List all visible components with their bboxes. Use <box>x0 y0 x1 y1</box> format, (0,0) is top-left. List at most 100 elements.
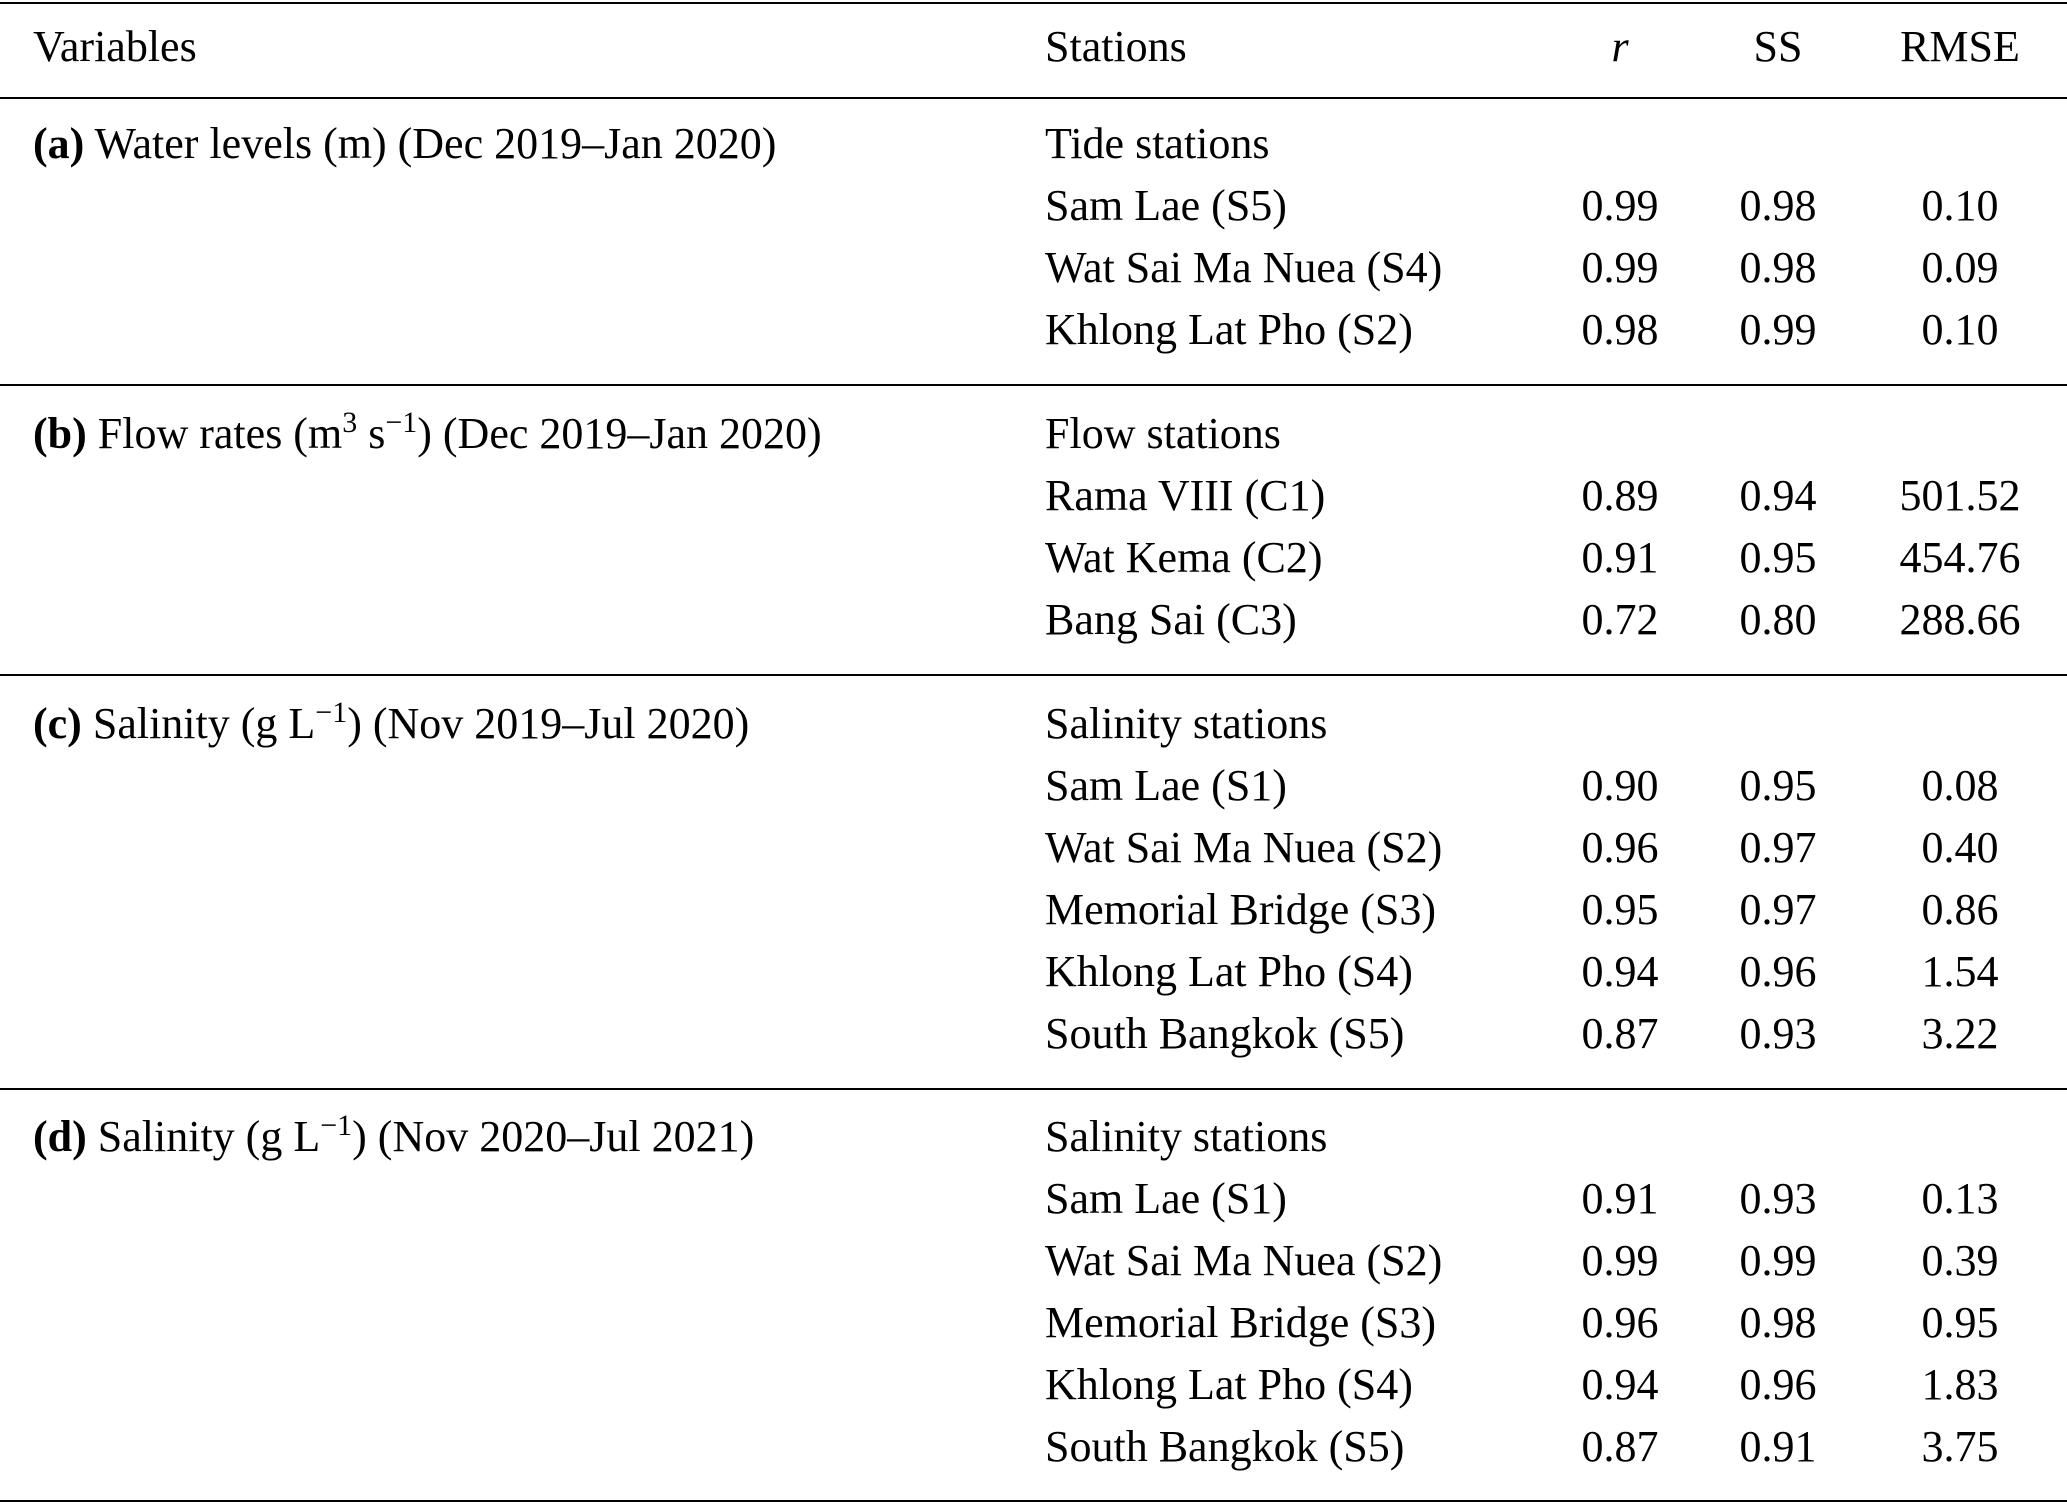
header-rule <box>0 97 2067 99</box>
rmse-value: 454.76 <box>1899 533 2021 582</box>
section-a-letter: (a) <box>33 119 85 168</box>
ss-value: 0.95 <box>1739 761 1817 810</box>
table-row: Khlong Lat Pho (S2) 0.98 0.99 0.10 <box>0 299 2067 361</box>
table-row: Wat Sai Ma Nuea (S2) 0.96 0.97 0.40 <box>0 817 2067 879</box>
ss-value: 0.98 <box>1739 1298 1817 1347</box>
station-name: Wat Sai Ma Nuea (S2) <box>1045 823 1443 872</box>
table-row: Khlong Lat Pho (S4) 0.94 0.96 1.83 <box>0 1354 2067 1416</box>
section-b-group-row: (b) Flow rates (m3 s−1) (Dec 2019–Jan 20… <box>0 403 2067 465</box>
r-value: 0.99 <box>1581 1236 1659 1285</box>
section-c-variable-text: Salinity (g L <box>81 699 316 748</box>
ss-value: 0.93 <box>1739 1009 1817 1058</box>
rmse-value: 0.95 <box>1921 1298 1999 1347</box>
header-stations: Stations <box>1045 22 1187 71</box>
station-name: Wat Kema (C2) <box>1045 533 1323 582</box>
ss-value: 0.99 <box>1739 1236 1817 1285</box>
section-c-group-row: (c) Salinity (g L−1) (Nov 2019–Jul 2020)… <box>0 693 2067 755</box>
station-name: Rama VIII (C1) <box>1045 471 1326 520</box>
r-value: 0.87 <box>1581 1009 1659 1058</box>
station-name: Khlong Lat Pho (S2) <box>1045 305 1413 354</box>
section-a-variable: (a) Water levels (m) (Dec 2019–Jan 2020) <box>33 113 776 175</box>
station-name: South Bangkok (S5) <box>1045 1422 1405 1471</box>
ss-value: 0.99 <box>1739 305 1817 354</box>
station-name: Sam Lae (S1) <box>1045 1174 1287 1223</box>
section-b-sup-2: −1 <box>385 406 418 439</box>
table-row: Khlong Lat Pho (S4) 0.94 0.96 1.54 <box>0 941 2067 1003</box>
r-value: 0.89 <box>1581 471 1659 520</box>
ss-value: 0.98 <box>1739 181 1817 230</box>
table-row: Sam Lae (S5) 0.99 0.98 0.10 <box>0 175 2067 237</box>
bottom-rule <box>0 1500 2067 1502</box>
rmse-value: 0.10 <box>1921 181 1999 230</box>
header-row: Variables Stations r SS RMSE <box>0 16 2067 78</box>
header-ss: SS <box>1753 22 1803 71</box>
rmse-value: 0.09 <box>1921 243 1999 292</box>
rmse-value: 0.08 <box>1921 761 1999 810</box>
table-row: Sam Lae (S1) 0.90 0.95 0.08 <box>0 755 2067 817</box>
section-b-variable-after: ) (Dec 2019–Jan 2020) <box>417 409 822 458</box>
table-row: South Bangkok (S5) 0.87 0.93 3.22 <box>0 1003 2067 1065</box>
table-row: South Bangkok (S5) 0.87 0.91 3.75 <box>0 1416 2067 1478</box>
station-name: Khlong Lat Pho (S4) <box>1045 1360 1413 1409</box>
section-c-variable-after: ) (Nov 2019–Jul 2020) <box>347 699 750 748</box>
ss-value: 0.95 <box>1739 533 1817 582</box>
table-row: Sam Lae (S1) 0.91 0.93 0.13 <box>0 1168 2067 1230</box>
rmse-value: 1.83 <box>1921 1360 1999 1409</box>
header-variables: Variables <box>33 22 197 71</box>
table-row: Wat Sai Ma Nuea (S4) 0.99 0.98 0.09 <box>0 237 2067 299</box>
table-row: Wat Sai Ma Nuea (S2) 0.99 0.99 0.39 <box>0 1230 2067 1292</box>
header-r: r <box>1611 22 1629 71</box>
r-value: 0.91 <box>1581 1174 1659 1223</box>
station-name: Wat Sai Ma Nuea (S4) <box>1045 243 1443 292</box>
ss-value: 0.94 <box>1739 471 1817 520</box>
ss-value: 0.96 <box>1739 947 1817 996</box>
section-d-variable-after: ) (Nov 2020–Jul 2021) <box>352 1112 755 1161</box>
rmse-value: 288.66 <box>1899 595 2021 644</box>
ss-value: 0.80 <box>1739 595 1817 644</box>
section-d-variable-text: Salinity (g L <box>86 1112 321 1161</box>
section-d-variable: (d) Salinity (g L−1) (Nov 2020–Jul 2021) <box>33 1106 754 1173</box>
section-d-sup: −1 <box>320 1109 353 1142</box>
section-b-variable-text: Flow rates (m <box>86 409 343 458</box>
section-b-sup-1: 3 <box>342 406 358 439</box>
rmse-value: 501.52 <box>1899 471 2021 520</box>
table-row: Bang Sai (C3) 0.72 0.80 288.66 <box>0 589 2067 651</box>
r-value: 0.72 <box>1581 595 1659 644</box>
table-row: Memorial Bridge (S3) 0.96 0.98 0.95 <box>0 1292 2067 1354</box>
table-row: Memorial Bridge (S3) 0.95 0.97 0.86 <box>0 879 2067 941</box>
section-c-sup: −1 <box>315 696 348 729</box>
rmse-value: 0.10 <box>1921 305 1999 354</box>
ss-value: 0.91 <box>1739 1422 1817 1471</box>
r-value: 0.96 <box>1581 1298 1659 1347</box>
ss-value: 0.93 <box>1739 1174 1817 1223</box>
r-value: 0.94 <box>1581 1360 1659 1409</box>
r-value: 0.96 <box>1581 823 1659 872</box>
section-a-group-label: Tide stations <box>1045 119 1270 168</box>
ss-value: 0.98 <box>1739 243 1817 292</box>
section-c-variable: (c) Salinity (g L−1) (Nov 2019–Jul 2020) <box>33 693 749 760</box>
r-value: 0.95 <box>1581 885 1659 934</box>
station-name: Bang Sai (C3) <box>1045 595 1297 644</box>
r-value: 0.94 <box>1581 947 1659 996</box>
station-name: Sam Lae (S5) <box>1045 181 1287 230</box>
r-value: 0.99 <box>1581 243 1659 292</box>
rmse-value: 0.13 <box>1921 1174 1999 1223</box>
section-b-group-label: Flow stations <box>1045 409 1281 458</box>
rmse-value: 3.75 <box>1921 1422 1999 1471</box>
ss-value: 0.96 <box>1739 1360 1817 1409</box>
station-name: Wat Sai Ma Nuea (S2) <box>1045 1236 1443 1285</box>
section-rule <box>0 384 2067 386</box>
station-name: Sam Lae (S1) <box>1045 761 1287 810</box>
top-rule <box>0 2 2067 4</box>
section-d-group-row: (d) Salinity (g L−1) (Nov 2020–Jul 2021)… <box>0 1106 2067 1168</box>
section-a-group-row: (a) Water levels (m) (Dec 2019–Jan 2020)… <box>0 113 2067 175</box>
section-d-group-label: Salinity stations <box>1045 1112 1328 1161</box>
r-value: 0.87 <box>1581 1422 1659 1471</box>
r-value: 0.90 <box>1581 761 1659 810</box>
section-b-letter: (b) <box>33 409 87 458</box>
rmse-value: 0.40 <box>1921 823 1999 872</box>
section-d-letter: (d) <box>33 1112 87 1161</box>
table-row: Wat Kema (C2) 0.91 0.95 454.76 <box>0 527 2067 589</box>
section-a-variable-text: Water levels (m) (Dec 2019–Jan 2020) <box>84 119 777 168</box>
section-b-variable: (b) Flow rates (m3 s−1) (Dec 2019–Jan 20… <box>33 403 822 470</box>
